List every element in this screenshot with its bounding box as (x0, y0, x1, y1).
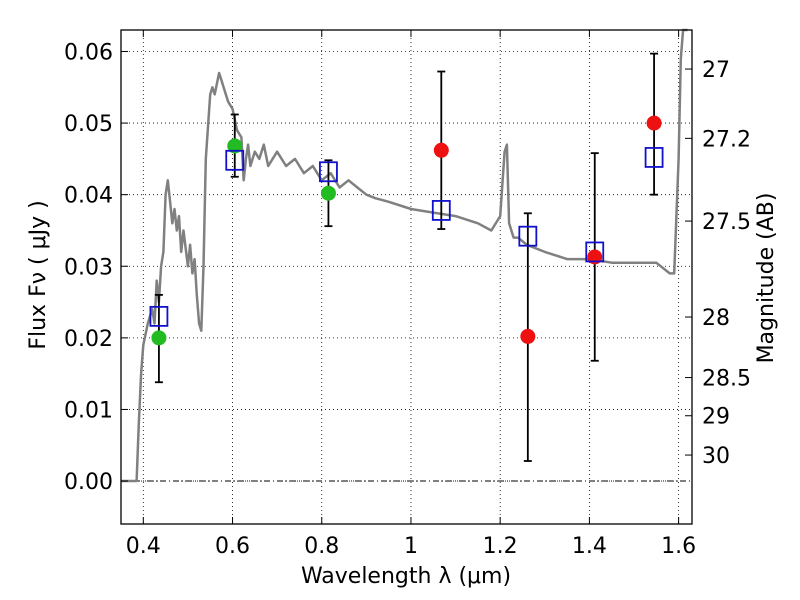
x-tick-label: 0.8 (304, 534, 339, 559)
y-axis-ticks: 0.00 0.01 0.02 0.03 0.04 0.05 0.06 (64, 40, 128, 495)
x-tick-label: 1.6 (661, 534, 696, 559)
green-point (151, 330, 167, 346)
x-axis-title: Wavelength λ (μm) (301, 564, 511, 589)
green-point (320, 185, 336, 201)
magnitude-axis-title: Magnitude (AB) (754, 193, 779, 364)
mag-tick-label: 27.5 (702, 210, 751, 235)
mag-tick-label: 29 (702, 405, 730, 430)
mag-tick-label: 27 (702, 58, 730, 83)
y-tick-label: 0.05 (64, 112, 113, 137)
grid-lines (121, 30, 692, 524)
x-tick-label: 1.4 (572, 534, 607, 559)
red-point (520, 328, 536, 344)
x-tick-label: 1.2 (483, 534, 518, 559)
data-marks (149, 52, 664, 462)
plot-frame (120, 29, 693, 525)
y-tick-label: 0.03 (64, 255, 113, 280)
y-axis-title: Flux Fν ( μJy ) (26, 200, 51, 349)
mag-tick-label: 28.5 (702, 367, 751, 392)
model-band-square (431, 200, 451, 221)
y-tick-label: 0.01 (64, 398, 113, 423)
model-spectrum-line (121, 28, 688, 483)
y-tick-label: 0.06 (64, 40, 113, 65)
model-band-square (149, 305, 169, 327)
green-point (227, 138, 243, 154)
x-axis-ticks: 0.4 0.6 0.8 1 1.2 1.4 1.6 (126, 30, 696, 559)
y-tick-label: 0.02 (64, 327, 113, 352)
model-band-square (225, 149, 245, 171)
magnitude-axis-ticks: 27 27.2 27.5 28 28.5 29 30 (685, 58, 751, 469)
red-point (433, 142, 449, 158)
y-tick-label: 0.04 (64, 184, 113, 209)
model-spectrum-layer (121, 28, 688, 483)
model-band-square (518, 225, 538, 247)
y-tick-label: 0.00 (64, 470, 113, 495)
model-band-square (585, 241, 605, 263)
mag-tick-label: 28 (702, 306, 730, 331)
red-point (646, 115, 662, 131)
mag-tick-label: 27.2 (702, 127, 751, 152)
model-band-square (644, 147, 664, 168)
mag-tick-label: 30 (702, 444, 730, 469)
x-tick-label: 0.6 (215, 534, 250, 559)
model-band-square (319, 161, 338, 183)
x-tick-label: 1 (404, 534, 418, 559)
x-tick-label: 0.4 (126, 534, 161, 559)
